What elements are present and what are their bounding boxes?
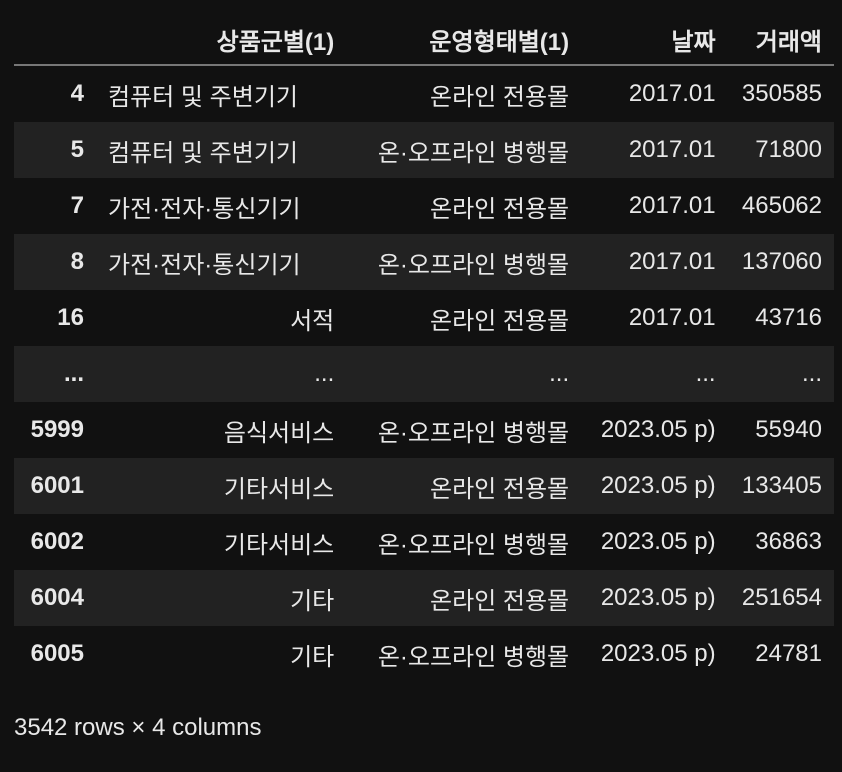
row-index: 5999 [30, 416, 84, 443]
row-index: ... [14, 346, 96, 402]
table-cell: 465062 [741, 192, 822, 219]
table-cell: ... [96, 346, 347, 402]
column-header: 운영형태별(1) [346, 14, 582, 66]
row-index: 4 [70, 80, 84, 107]
table-cell: 24781 [755, 640, 822, 667]
table-cell: 2017.01 [628, 80, 716, 107]
table-cell: 기타서비스 [223, 531, 335, 559]
row-index: 6001 [14, 458, 96, 514]
table-row: 4 컴퓨터 및 주변기기 온라인 전용몰 2017.01 350585 [14, 65, 834, 122]
table-row: 8 가전·전자·통신기기 온·오프라인 병행몰 2017.01 137060 [14, 234, 834, 290]
table-cell: 2017.01 [628, 192, 716, 219]
table-cell: 온·오프라인 병행몰 [346, 234, 582, 290]
table-cell: 71800 [727, 122, 834, 178]
table-row: 5999 음식서비스 온·오프라인 병행몰 2023.05 p) 55940 [14, 402, 834, 458]
header-row: 상품군별(1) 운영형태별(1) 날짜 거래액 [14, 14, 834, 66]
index-header [14, 14, 96, 66]
table-cell: 2017.01 [628, 304, 716, 331]
table-row: 6005 기타 온·오프라인 병행몰 2023.05 p) 24781 [14, 626, 834, 682]
table-cell: 55940 [755, 416, 822, 443]
table-cell: 온라인 전용몰 [346, 570, 582, 626]
table-cell: 온·오프라인 병행몰 [377, 643, 570, 671]
table-cell: 서적 [290, 307, 335, 335]
table-row: 6002 기타서비스 온·오프라인 병행몰 2023.05 p) 36863 [14, 514, 834, 570]
table-cell: 음식서비스 [223, 419, 335, 447]
table-cell: 온라인 전용몰 [429, 195, 570, 223]
row-index: 7 [70, 192, 84, 219]
table-row: ............... [14, 346, 834, 402]
table-cell: 온라인 전용몰 [429, 307, 570, 335]
table-cell: 251654 [727, 570, 834, 626]
table-cell: 가전·전자·통신기기 [96, 234, 347, 290]
table-row: 6004 기타 온라인 전용몰 2023.05 p) 251654 [14, 570, 834, 626]
table-row: 6001 기타서비스 온라인 전용몰 2023.05 p) 133405 [14, 458, 834, 514]
table-cell: 2023.05 p) [600, 416, 716, 443]
row-index: 5 [14, 122, 96, 178]
table-cell: 온라인 전용몰 [429, 83, 570, 111]
table-row: 16 서적 온라인 전용몰 2017.01 43716 [14, 290, 834, 346]
table-cell: 137060 [727, 234, 834, 290]
table-cell: 2023.05 p) [581, 570, 728, 626]
table-cell: 가전·전자·통신기기 [108, 195, 301, 223]
table-cell: 컴퓨터 및 주변기기 [108, 83, 298, 111]
table-cell: ... [727, 346, 834, 402]
table-cell: 온·오프라인 병행몰 [346, 122, 582, 178]
table-cell: 컴퓨터 및 주변기기 [96, 122, 347, 178]
table-cell: 2023.05 p) [600, 528, 716, 555]
dataframe-shape: 3542 rows × 4 columns [14, 714, 262, 741]
row-index: 16 [57, 304, 84, 331]
row-index: 8 [14, 234, 96, 290]
table-cell: 온·오프라인 병행몰 [377, 531, 570, 559]
row-index: 6005 [30, 640, 84, 667]
table-cell: 36863 [755, 528, 822, 555]
table-cell: 350585 [741, 80, 822, 107]
table-cell: 기타서비스 [96, 458, 347, 514]
table-cell: ... [346, 346, 582, 402]
column-header: 날짜 [581, 14, 728, 66]
table-row: 5 컴퓨터 및 주변기기 온·오프라인 병행몰 2017.01 71800 [14, 122, 834, 178]
column-header: 거래액 [727, 14, 834, 66]
column-header: 상품군별(1) [96, 14, 347, 66]
table-cell: 기타 [290, 643, 335, 671]
table-cell: 43716 [755, 304, 822, 331]
table-cell: 기타 [96, 570, 347, 626]
table-cell: ... [581, 346, 728, 402]
dataframe-table: 상품군별(1) 운영형태별(1) 날짜 거래액 4 컴퓨터 및 주변기기 온라인 전용몰 2… [14, 14, 834, 682]
table-cell: 2017.01 [581, 234, 728, 290]
table-cell: 2023.05 p) [581, 458, 728, 514]
row-index: 6004 [14, 570, 96, 626]
table-cell: 133405 [727, 458, 834, 514]
table-cell: 온라인 전용몰 [346, 458, 582, 514]
table-row: 7 가전·전자·통신기기 온라인 전용몰 2017.01 465062 [14, 178, 834, 234]
table-cell: 2017.01 [581, 122, 728, 178]
table-cell: 2023.05 p) [600, 640, 716, 667]
row-index: 6002 [30, 528, 84, 555]
table-cell: 온·오프라인 병행몰 [377, 419, 570, 447]
